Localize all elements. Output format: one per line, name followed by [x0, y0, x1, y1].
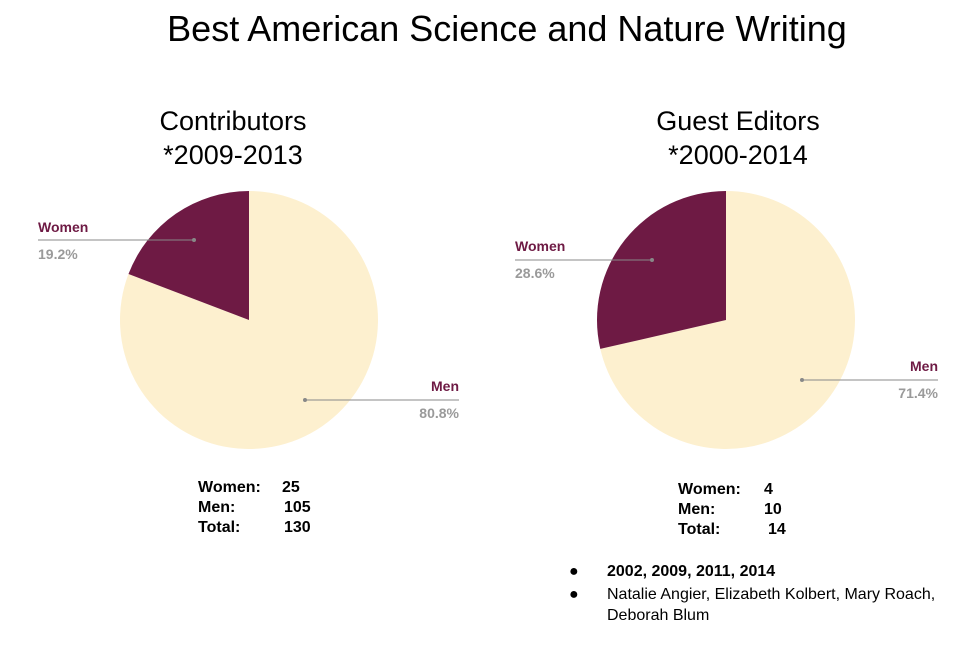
pie-slice-men — [600, 191, 855, 449]
stats-value: 14 — [768, 521, 786, 538]
contributors-stats: Women: 25 Men: 105 Total: 130 — [198, 478, 358, 538]
contributors-title-line2: *2009-2013 — [163, 140, 303, 170]
slice-percent-men: 71.4% — [898, 385, 938, 401]
slice-label-women: Women — [515, 238, 565, 254]
stats-row-total: Total: 130 — [198, 518, 358, 538]
stats-key: Men: — [198, 499, 236, 516]
stats-value: 105 — [284, 499, 311, 516]
note-text: Natalie Angier, Elizabeth Kolbert, Mary … — [607, 586, 936, 624]
editors-title-line2: *2000-2014 — [668, 140, 808, 170]
stats-row-men: Men: 105 — [198, 498, 358, 518]
page-title: Best American Science and Nature Writing — [167, 8, 847, 49]
editors-chart-title: Guest Editors *2000-2014 — [588, 104, 888, 172]
note-item-editors: ● Natalie Angier, Elizabeth Kolbert, Mar… — [562, 584, 952, 626]
contributors-chart-title: Contributors *2009-2013 — [83, 104, 383, 172]
stats-value: 10 — [764, 501, 782, 518]
pie-slice-men — [119, 191, 378, 449]
stats-key: Women: — [198, 479, 261, 496]
stats-value: 25 — [282, 479, 300, 496]
stats-row-women: Women: 4 — [678, 480, 818, 500]
slice-percent-women: 19.2% — [38, 246, 78, 262]
leader-dot-men — [800, 378, 804, 382]
stats-key: Total: — [678, 521, 721, 538]
stats-row-men: Men: 10 — [678, 500, 818, 520]
slice-percent-women: 28.6% — [515, 265, 555, 281]
stats-row-women: Women: 25 — [198, 478, 358, 498]
note-text: 2002, 2009, 2011, 2014 — [607, 563, 776, 580]
slice-label-men: Men — [431, 378, 459, 394]
bullet-icon: ● — [569, 563, 579, 580]
stats-value: 130 — [284, 519, 311, 536]
stats-row-total: Total: 14 — [678, 520, 818, 540]
pie-slice-women — [128, 191, 249, 320]
note-item-years: ● 2002, 2009, 2011, 2014 — [562, 561, 952, 582]
stats-value: 4 — [764, 481, 773, 498]
slice-label-men: Men — [910, 358, 938, 374]
stats-key: Total: — [198, 519, 241, 536]
stats-key: Women: — [678, 481, 741, 498]
notes-list: ● 2002, 2009, 2011, 2014 ● Natalie Angie… — [562, 561, 952, 628]
bullet-icon: ● — [569, 586, 579, 603]
leader-dot-women — [650, 258, 654, 262]
editors-title-line1: Guest Editors — [656, 106, 820, 136]
leader-dot-women — [192, 238, 196, 242]
leader-dot-men — [303, 398, 307, 402]
slice-percent-men: 80.8% — [419, 405, 459, 421]
contributors-title-line1: Contributors — [159, 106, 307, 136]
stats-key: Men: — [678, 501, 716, 518]
slice-label-women: Women — [38, 219, 88, 235]
pie-slice-women — [596, 191, 726, 349]
editors-stats: Women: 4 Men: 10 Total: 14 — [678, 480, 818, 540]
